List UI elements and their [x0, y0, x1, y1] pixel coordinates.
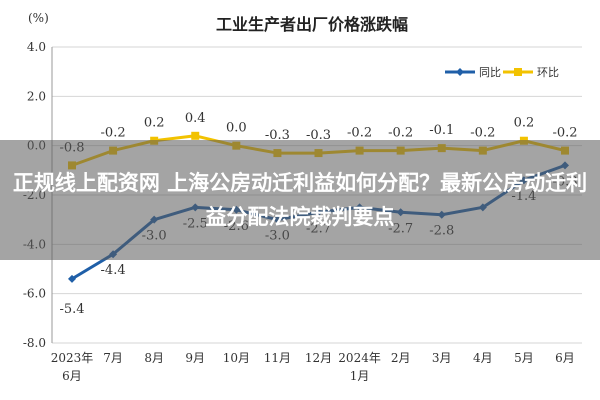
data-label-mom: 0.2	[514, 116, 535, 131]
article-title-banner[interactable]: 正规线上配资网 上海公房动迁利益如何分配？最新公房动迁利益分配法院裁判要点	[0, 140, 600, 260]
article-title[interactable]: 正规线上配资网 上海公房动迁利益如何分配？最新公房动迁利益分配法院裁判要点	[12, 171, 588, 229]
data-label-mom: -0.2	[388, 126, 413, 141]
data-label-mom: -0.2	[552, 126, 577, 141]
x-tick-label: 2023年	[51, 351, 94, 365]
x-tick-label: 6月	[62, 369, 82, 383]
x-tick-label: 7月	[103, 351, 123, 365]
y-tick-label: -6.0	[23, 287, 46, 301]
legend-marker	[514, 68, 522, 76]
x-tick-label: 4月	[473, 351, 493, 365]
chart-title: 工业生产者出厂价格涨跌幅	[216, 15, 408, 34]
legend-label: 环比	[537, 66, 559, 79]
y-tick-label: -8.0	[23, 336, 46, 350]
data-label-yoy: -4.4	[101, 263, 126, 278]
x-tick-label: 11月	[264, 351, 291, 365]
x-tick-label: 3月	[432, 351, 452, 365]
x-tick-label: 1月	[350, 369, 370, 383]
x-tick-label: 2月	[391, 351, 411, 365]
legend-marker	[456, 68, 464, 76]
y-tick-label: 2.0	[27, 89, 46, 103]
x-tick-label: 12月	[305, 351, 332, 365]
data-point-mom	[191, 131, 200, 140]
data-label-mom: 0.2	[144, 116, 165, 131]
x-tick-label: 5月	[514, 351, 534, 365]
x-tick-label: 9月	[185, 351, 205, 365]
data-label-mom: -0.3	[265, 128, 290, 143]
data-label-mom: 0.0	[226, 121, 247, 136]
x-tick-label: 6月	[555, 351, 575, 365]
data-label-mom: -0.1	[429, 123, 454, 138]
x-tick-label: 2024年	[338, 351, 381, 365]
data-label-mom: -0.2	[347, 126, 372, 141]
data-label-yoy: -5.4	[59, 302, 84, 317]
x-tick-label: 10月	[223, 351, 250, 365]
y-tick-label: 4.0	[27, 40, 46, 54]
data-label-mom: -0.3	[306, 128, 331, 143]
data-point-yoy	[68, 274, 76, 283]
y-axis-unit-label: (%)	[28, 11, 49, 25]
legend-label: 同比	[479, 66, 501, 79]
data-label-mom: -0.2	[470, 126, 495, 141]
data-label-mom: -0.2	[101, 126, 126, 141]
x-tick-label: 8月	[144, 351, 164, 365]
data-label-mom: 0.4	[185, 111, 206, 126]
